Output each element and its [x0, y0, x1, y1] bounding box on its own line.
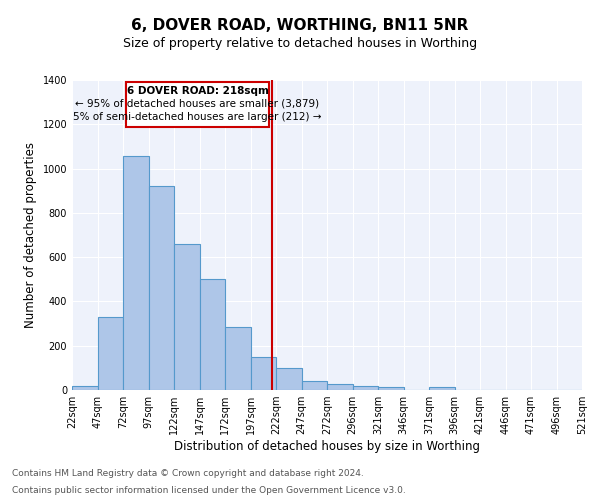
Bar — [327, 384, 353, 390]
Text: Contains HM Land Registry data © Crown copyright and database right 2024.: Contains HM Land Registry data © Crown c… — [12, 468, 364, 477]
Text: Size of property relative to detached houses in Worthing: Size of property relative to detached ho… — [123, 38, 477, 51]
Text: 6, DOVER ROAD, WORTHING, BN11 5NR: 6, DOVER ROAD, WORTHING, BN11 5NR — [131, 18, 469, 32]
Bar — [126, 82, 269, 126]
Bar — [149, 186, 174, 390]
Bar — [174, 244, 199, 390]
Bar — [429, 386, 455, 390]
Text: 5% of semi-detached houses are larger (212) →: 5% of semi-detached houses are larger (2… — [73, 112, 322, 122]
Bar — [72, 386, 97, 390]
Text: ← 95% of detached houses are smaller (3,879): ← 95% of detached houses are smaller (3,… — [76, 99, 320, 109]
Text: Contains public sector information licensed under the Open Government Licence v3: Contains public sector information licen… — [12, 486, 406, 495]
Bar — [353, 386, 378, 390]
X-axis label: Distribution of detached houses by size in Worthing: Distribution of detached houses by size … — [174, 440, 480, 453]
Bar — [251, 357, 276, 390]
Text: 6 DOVER ROAD: 218sqm: 6 DOVER ROAD: 218sqm — [127, 86, 268, 96]
Bar — [302, 381, 327, 390]
Bar — [276, 368, 302, 390]
Bar — [199, 280, 225, 390]
Bar — [123, 156, 149, 390]
Y-axis label: Number of detached properties: Number of detached properties — [24, 142, 37, 328]
Bar — [97, 317, 123, 390]
Bar — [378, 386, 404, 390]
Bar — [225, 327, 251, 390]
